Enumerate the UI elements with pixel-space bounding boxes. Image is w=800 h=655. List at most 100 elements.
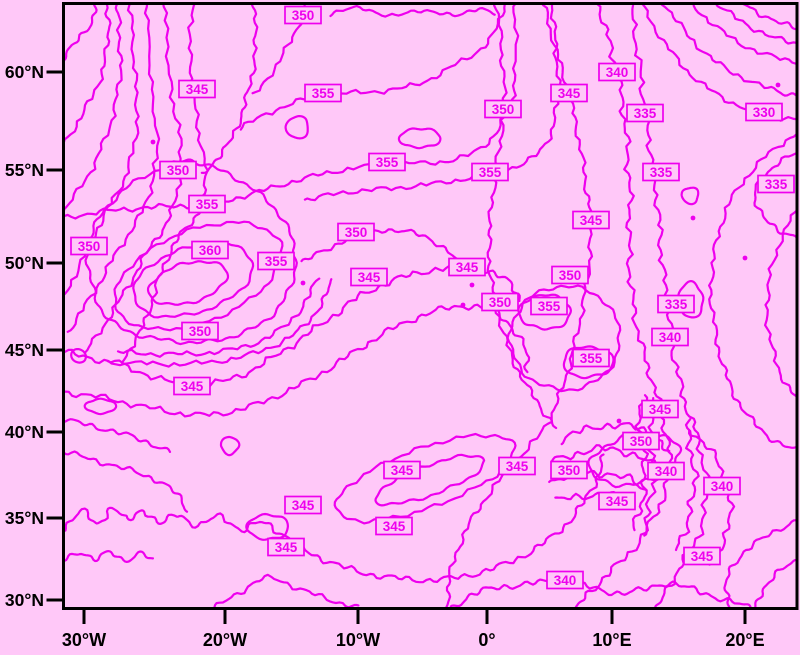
contour-label: 345 [178,79,216,99]
contour-line [83,397,118,416]
contour-line [764,208,797,399]
contour-label-value: 345 [649,402,672,417]
contour-label-value: 345 [456,260,479,275]
contour-label: 340 [651,327,689,347]
contour-line [517,293,572,331]
contour-line [146,260,230,306]
contour-label: 345 [598,491,636,511]
contour-speck [690,215,696,221]
contour-label-value: 345 [181,379,204,394]
contour-line [64,453,605,584]
contour-label: 335 [757,174,795,194]
contour-line [113,220,284,332]
contour-line [333,432,517,525]
contour-label-value: 355 [265,254,288,269]
x-axis-tick-label: 20°W [203,630,247,650]
contour-label-box [188,194,226,214]
contour-label: 345 [267,537,305,557]
contour-label-value: 335 [665,297,688,312]
contour-line [63,2,140,298]
contour-label: 345 [375,516,413,536]
contour-line [444,2,595,609]
contour-label: 355 [368,152,406,172]
contour-label-box [572,348,610,368]
contour-label-value: 345 [275,540,298,555]
contour-label-box [572,210,610,230]
contour-label-box [350,267,388,287]
contour-label-box [191,240,229,260]
contour-label: 355 [188,194,226,214]
contour-line [680,186,700,206]
contour-label-box [368,152,406,172]
contour-label-box [530,296,568,316]
contour-label-value: 345 [383,519,406,534]
contour-label-value: 350 [489,295,512,310]
contour-label-box [484,99,522,119]
contour-line [691,2,797,65]
x-axis-tick-label: 0° [478,630,495,650]
contour-label-value: 350 [492,102,515,117]
contour-line [674,418,700,552]
contour-label-box [304,83,342,103]
contour-label-value: 345 [358,270,381,285]
contour-label: 355 [257,251,295,271]
contour-label-value: 340 [659,330,682,345]
contour-line [754,558,797,609]
contour-line [723,519,797,609]
contour-line [106,278,333,368]
contour-label-value: 355 [580,351,603,366]
contour-label-box [181,321,219,341]
contour-label-value: 345 [506,459,529,474]
contour-label: 330 [745,102,783,122]
contour-label-box [383,460,421,480]
contour-label: 345 [550,83,588,103]
contour-line [63,2,520,220]
contour-label: 350 [551,265,589,285]
y-axis-tick-label: 35°N [5,508,44,528]
contour-label-value: 355 [376,155,399,170]
contour-label-box [337,222,375,242]
contour-label-box [745,102,783,122]
contour-label-value: 340 [554,573,577,588]
contour-label: 350 [284,5,322,25]
y-axis-tick-label: 40°N [5,422,44,442]
contour-line [63,2,124,214]
contour-speck [775,82,781,88]
contour-line [63,550,154,563]
contour-label-box [70,236,108,256]
contour-label-value: 355 [538,299,561,314]
contour-label: 335 [626,103,664,123]
contour-label: 355 [530,296,568,316]
contour-label-box [267,537,305,557]
contour-label: 350 [622,431,660,451]
contour-label-box [598,62,636,82]
contour-line [300,228,462,270]
contour-line [449,578,752,608]
contour-line [63,2,112,147]
contour-label-box [647,461,685,481]
contour-label-value: 335 [650,165,673,180]
contour-label-value: 345 [558,86,581,101]
contour-label: 345 [641,399,679,419]
contour-line [63,418,172,453]
contour-line [63,450,189,513]
contour-label: 345 [350,267,388,287]
contour-label: 355 [304,83,342,103]
contour-speck [742,255,748,261]
contour-label: 350 [181,321,219,341]
contour-line [284,115,309,140]
contour-label: 345 [173,376,211,396]
contour-label-box [651,327,689,347]
contour-label-value: 345 [391,463,414,478]
contour-label-value: 340 [655,464,678,479]
contour-label-box [498,456,536,476]
contour-line [397,127,442,150]
contour-line [213,573,360,609]
contour-line [116,277,321,358]
x-axis-tick-label: 20°E [725,630,764,650]
contour-line [239,2,506,131]
contour-label-box [657,294,695,314]
contour-label-box [173,376,211,396]
contour-line [574,2,674,608]
contour-label-value: 355 [312,86,335,101]
